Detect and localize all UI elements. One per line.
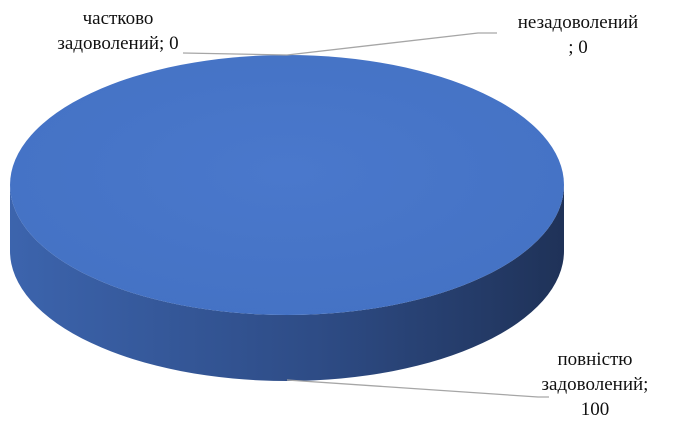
leader-line-full xyxy=(286,379,549,398)
pie-slice-full-satisfied xyxy=(10,55,564,315)
leader-line-dissatisfied xyxy=(286,32,497,56)
leader-line-partial xyxy=(182,52,288,56)
data-label-line: незадоволений xyxy=(517,12,639,33)
data-label-fully-satisfied: повністю задоволений; 100 xyxy=(510,347,680,422)
data-label-line: ; 0 xyxy=(568,37,588,58)
data-label-line: частково xyxy=(82,8,154,29)
data-label-line: 100 xyxy=(580,399,610,420)
data-label-dissatisfied: незадоволений ; 0 xyxy=(478,10,678,60)
data-label-line: повністю xyxy=(557,349,633,370)
pie-slice-side-full-satisfied xyxy=(10,185,564,381)
data-label-partially-satisfied: частково задоволений; 0 xyxy=(18,6,218,56)
data-label-line: задоволений; 0 xyxy=(57,33,179,54)
data-label-line: задоволений; xyxy=(541,374,649,395)
